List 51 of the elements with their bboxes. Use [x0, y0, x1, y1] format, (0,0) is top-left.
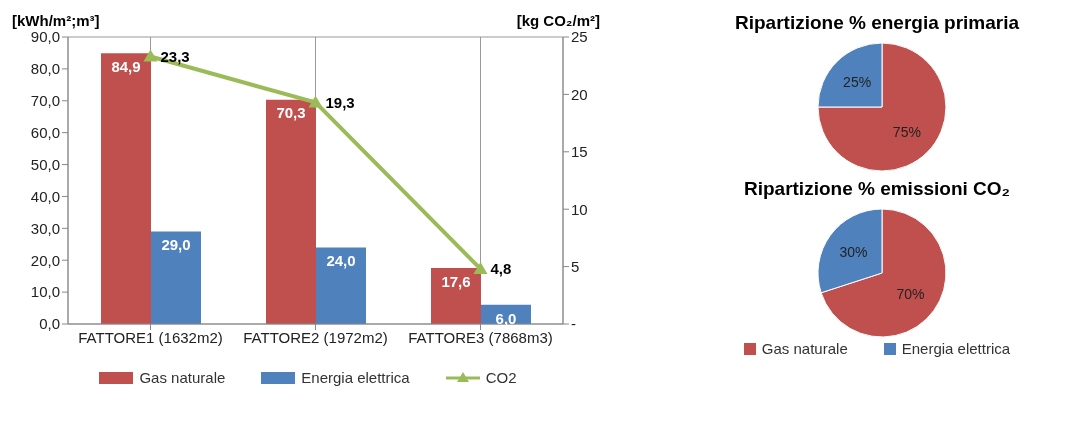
legend-label: Gas naturale [139, 369, 226, 386]
data-label: 24,0 [326, 252, 356, 270]
y-tick-label: 80,0 [30, 60, 60, 78]
data-label: 84,9 [111, 57, 141, 75]
data-label: 75% [892, 123, 921, 140]
y2-axis-title: [kg CO₂/m²] [516, 12, 601, 29]
y2-tick-label: 25 [571, 28, 588, 46]
x-tick-label: FATTORE1 (1632m2) [78, 328, 223, 346]
y-tick-label: 60,0 [30, 123, 60, 141]
point [473, 261, 488, 274]
data-label: 4,8 [490, 260, 512, 278]
data-label: 29,0 [161, 236, 191, 254]
bar [101, 53, 151, 324]
data-label: 30% [839, 244, 868, 261]
pie-slice [820, 208, 947, 338]
y-tick-label: 90,0 [30, 28, 60, 46]
legend-label: CO2 [485, 369, 517, 386]
data-label: 70% [896, 285, 925, 302]
bar [431, 267, 481, 324]
y2-tick-label: 15 [571, 143, 588, 161]
y2-tick-label: 20 [571, 85, 588, 103]
chart-title: Ripartizione % emissioni CO₂ [742, 178, 1011, 200]
data-label: 17,6 [441, 272, 471, 290]
y-tick-label: 0,0 [39, 315, 60, 333]
point [308, 95, 323, 108]
bar [151, 231, 201, 324]
y2-tick-label: 5 [571, 257, 580, 275]
legend-label: Energia elettrica [901, 340, 1011, 357]
x-tick-label: FATTORE3 (7868m3) [408, 328, 553, 346]
y-tick-label: 40,0 [30, 187, 60, 205]
data-label: 23,3 [160, 47, 190, 65]
data-label: 70,3 [276, 104, 306, 122]
y-tick-label: 10,0 [30, 283, 60, 301]
bar [266, 99, 316, 324]
y-tick-label: 30,0 [30, 219, 60, 237]
y-axis-title: [kWh/m²;m³] [12, 12, 100, 29]
data-label: 19,3 [325, 93, 355, 111]
bar [316, 247, 366, 324]
pie-slice [817, 42, 947, 172]
y-tick-label: 70,0 [30, 92, 60, 110]
data-label: 25% [843, 74, 872, 91]
data-label: 6,0 [495, 309, 517, 327]
legend-label: Energia elettrica [301, 369, 410, 386]
y2-tick-label: - [571, 315, 576, 333]
point [143, 49, 158, 62]
y-tick-label: 50,0 [30, 155, 60, 173]
x-tick-label: FATTORE2 (1972m2) [243, 328, 388, 346]
chart-title: Ripartizione % energia primaria [734, 12, 1020, 34]
y2-tick-label: 10 [571, 200, 588, 218]
y-tick-label: 20,0 [30, 251, 60, 269]
legend-label: Gas naturale [761, 340, 848, 357]
